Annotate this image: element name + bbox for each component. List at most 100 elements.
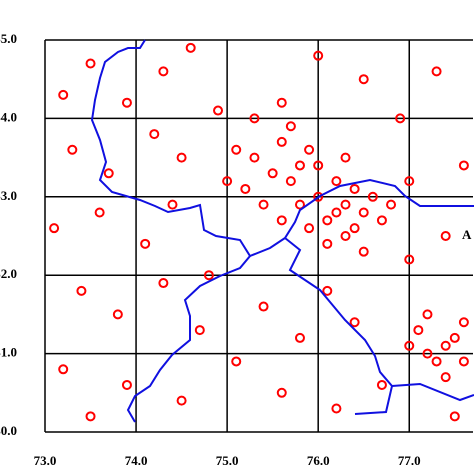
point	[304, 223, 315, 234]
y-tick-label: 32.0	[0, 266, 17, 281]
point	[58, 89, 69, 100]
point	[367, 191, 378, 202]
point	[176, 152, 187, 163]
point	[194, 325, 205, 336]
point	[285, 176, 296, 187]
point	[121, 379, 132, 390]
x-tick-label: 73.0	[34, 453, 57, 468]
point	[322, 238, 333, 249]
point	[340, 199, 351, 210]
point	[294, 332, 305, 343]
point	[404, 176, 415, 187]
point	[231, 144, 242, 155]
point	[458, 317, 469, 328]
point	[322, 285, 333, 296]
point	[276, 215, 287, 226]
point	[313, 160, 324, 171]
point	[422, 309, 433, 320]
point	[413, 325, 424, 336]
point	[349, 317, 360, 328]
point	[340, 231, 351, 241]
point	[349, 183, 360, 194]
point	[103, 168, 114, 179]
x-tick-label: 74.0	[125, 453, 148, 468]
point	[231, 356, 242, 367]
point	[358, 207, 369, 218]
point	[349, 223, 360, 234]
point	[376, 215, 387, 226]
point	[85, 411, 96, 422]
point	[158, 66, 169, 77]
point	[358, 74, 369, 85]
point	[240, 183, 251, 194]
point	[422, 348, 433, 359]
point	[94, 207, 105, 218]
point	[340, 152, 351, 163]
point	[304, 144, 315, 155]
point	[449, 411, 460, 422]
point	[449, 332, 460, 343]
point	[49, 223, 60, 234]
point	[176, 395, 187, 406]
points	[49, 42, 469, 422]
point	[249, 113, 260, 124]
point	[386, 199, 397, 210]
point	[376, 379, 387, 390]
point	[149, 129, 160, 140]
point	[440, 340, 451, 351]
point	[458, 160, 469, 171]
point	[440, 231, 451, 241]
boundary	[391, 382, 474, 402]
point	[258, 301, 269, 312]
x-tick-label: 77.0	[398, 453, 421, 468]
point	[76, 285, 87, 296]
y-tick-label: 34.0	[0, 109, 17, 124]
point	[203, 270, 214, 281]
y-tick-label: 31.0	[0, 345, 17, 360]
grid: 73.0 74.0 75.0 76.0 77.0 30.0 31.0 32.0 33.0 34.0…	[0, 31, 473, 468]
point	[158, 278, 169, 289]
x-tick-label: 75.0	[216, 453, 239, 468]
point	[294, 160, 305, 171]
point	[121, 97, 132, 108]
point	[276, 136, 287, 147]
point	[276, 387, 287, 398]
point	[440, 372, 451, 383]
point	[404, 254, 415, 265]
point	[404, 340, 415, 351]
annotation: A	[462, 227, 472, 242]
point	[331, 207, 342, 218]
boundary	[249, 178, 474, 257]
point	[258, 199, 269, 210]
point	[458, 356, 469, 367]
point	[58, 364, 69, 375]
x-tick-label: 76.0	[307, 453, 330, 468]
boundary	[284, 237, 394, 415]
point	[140, 238, 151, 249]
point	[185, 42, 196, 53]
point	[331, 176, 342, 187]
point	[222, 176, 233, 187]
point	[395, 113, 406, 124]
y-tick-label: 30.0	[0, 423, 17, 438]
point	[285, 121, 296, 132]
point	[85, 58, 96, 69]
point	[313, 50, 324, 61]
point	[267, 168, 278, 179]
point	[167, 199, 178, 210]
point	[276, 97, 287, 108]
y-tick-label: 35.0	[0, 31, 17, 46]
point	[112, 309, 123, 320]
point	[249, 152, 260, 163]
point	[431, 356, 442, 367]
point	[322, 215, 333, 226]
point	[313, 191, 324, 202]
point	[67, 144, 78, 155]
point	[331, 403, 342, 414]
boundary	[90, 39, 252, 423]
point	[294, 199, 305, 210]
point	[358, 246, 369, 257]
point	[431, 66, 442, 77]
y-tick-label: 33.0	[0, 188, 17, 203]
